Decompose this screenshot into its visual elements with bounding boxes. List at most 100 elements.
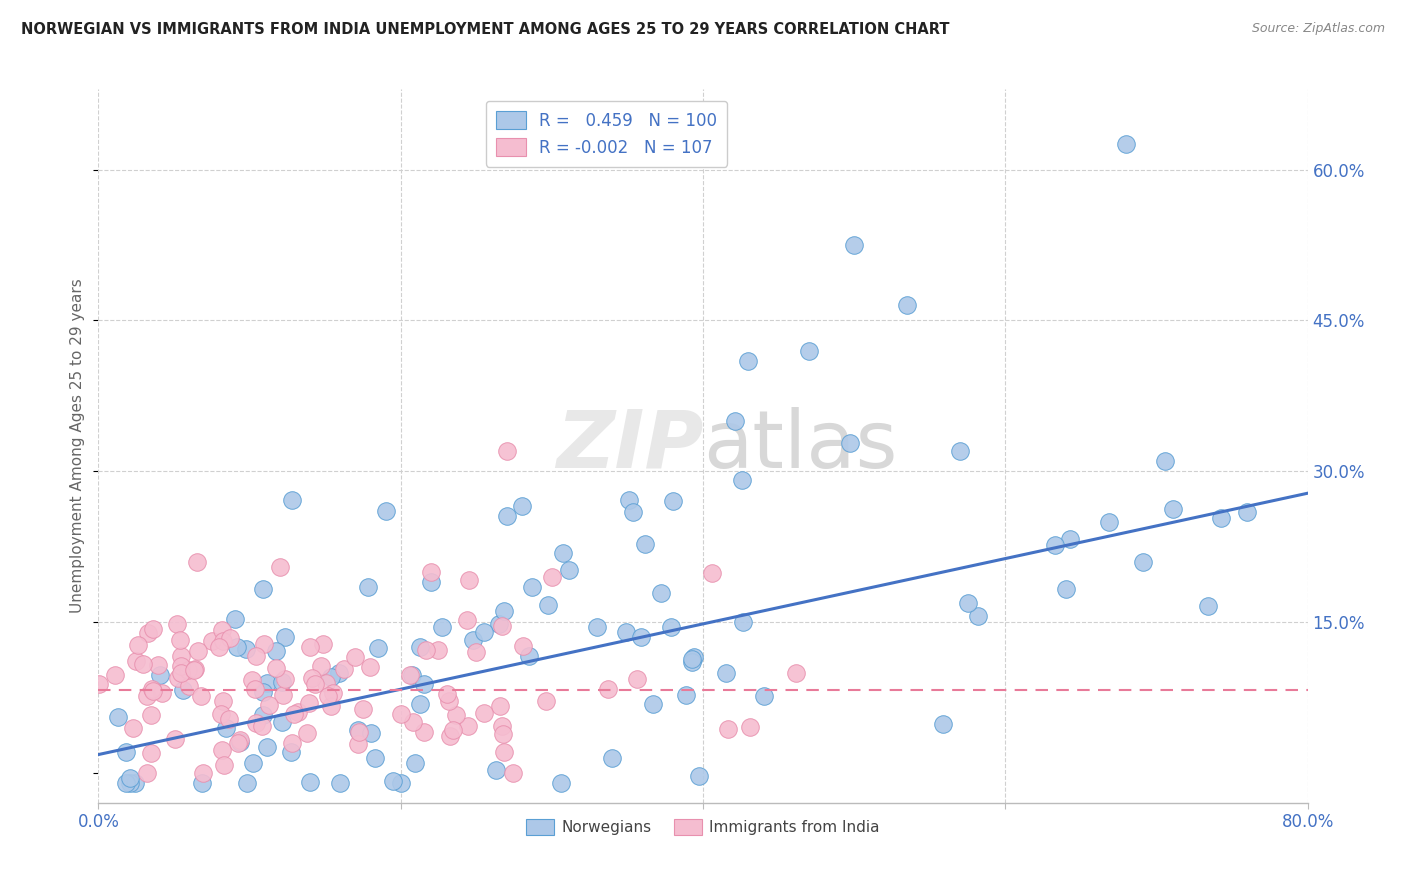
Point <box>1132 555 1154 569</box>
Point <box>675 688 697 702</box>
Point <box>661 494 683 508</box>
Point <box>389 706 412 721</box>
Point <box>374 504 396 518</box>
Point <box>614 625 637 640</box>
Point <box>494 745 516 759</box>
Point <box>714 665 737 680</box>
Point <box>957 596 980 610</box>
Point <box>304 676 326 690</box>
Point <box>281 493 304 508</box>
Point <box>491 719 513 733</box>
Point <box>283 707 305 722</box>
Point <box>896 298 918 312</box>
Point <box>252 707 274 722</box>
Point <box>754 689 776 703</box>
Point <box>150 686 173 700</box>
Point <box>844 238 866 252</box>
Point <box>489 699 512 714</box>
Point <box>211 624 233 638</box>
Point <box>201 634 224 648</box>
Point <box>299 640 322 654</box>
Text: ZIP: ZIP <box>555 407 703 485</box>
Point <box>264 661 287 675</box>
Point <box>124 775 146 789</box>
Point <box>87 676 110 690</box>
Point <box>537 598 560 612</box>
Point <box>122 721 145 735</box>
Point <box>495 444 517 458</box>
Point <box>517 648 540 663</box>
Point <box>439 729 461 743</box>
Point <box>634 537 657 551</box>
Point <box>437 693 460 707</box>
Point <box>1154 454 1177 468</box>
Point <box>149 668 172 682</box>
Point <box>226 640 249 655</box>
Point <box>167 671 190 685</box>
Point <box>274 672 297 686</box>
Point <box>146 657 169 672</box>
Point <box>731 615 754 630</box>
Point <box>322 686 344 700</box>
Point <box>211 706 233 721</box>
Point <box>299 774 322 789</box>
Point <box>297 696 319 710</box>
Point <box>441 723 464 737</box>
Text: atlas: atlas <box>703 407 897 485</box>
Point <box>243 682 266 697</box>
Point <box>1054 582 1077 596</box>
Point <box>120 771 142 785</box>
Point <box>270 675 292 690</box>
Point <box>1059 533 1081 547</box>
Point <box>280 746 302 760</box>
Point <box>1098 516 1121 530</box>
Point <box>315 676 337 690</box>
Point <box>510 500 533 514</box>
Point <box>240 673 263 688</box>
Point <box>346 737 368 751</box>
Point <box>444 708 467 723</box>
Text: NORWEGIAN VS IMMIGRANTS FROM INDIA UNEMPLOYMENT AMONG AGES 25 TO 29 YEARS CORREL: NORWEGIAN VS IMMIGRANTS FROM INDIA UNEMP… <box>21 22 949 37</box>
Point <box>170 659 193 673</box>
Point <box>169 665 191 680</box>
Point <box>457 719 479 733</box>
Point <box>163 732 186 747</box>
Point <box>357 580 380 594</box>
Point <box>502 765 524 780</box>
Point <box>257 698 280 712</box>
Point <box>270 714 292 729</box>
Point <box>193 765 215 780</box>
Point <box>364 751 387 765</box>
Point <box>186 555 208 569</box>
Point <box>1115 137 1137 152</box>
Point <box>235 641 257 656</box>
Point <box>495 509 517 524</box>
Point <box>512 640 534 654</box>
Point <box>617 493 640 508</box>
Point <box>426 642 449 657</box>
Point <box>1236 506 1258 520</box>
Point <box>492 604 515 618</box>
Point <box>132 657 155 672</box>
Point <box>269 559 291 574</box>
Point <box>409 640 432 654</box>
Point <box>430 620 453 634</box>
Point <box>602 750 624 764</box>
Point <box>1043 538 1066 552</box>
Point <box>558 563 581 577</box>
Point <box>242 756 264 771</box>
Point <box>731 473 754 487</box>
Point <box>472 706 495 720</box>
Point <box>700 566 723 580</box>
Point <box>172 682 194 697</box>
Point <box>724 414 747 428</box>
Point <box>118 775 141 789</box>
Point <box>553 546 575 560</box>
Point <box>212 694 235 708</box>
Point <box>797 343 820 358</box>
Point <box>287 705 309 719</box>
Point <box>412 725 434 739</box>
Point <box>491 618 513 632</box>
Point <box>458 573 481 587</box>
Point <box>183 663 205 677</box>
